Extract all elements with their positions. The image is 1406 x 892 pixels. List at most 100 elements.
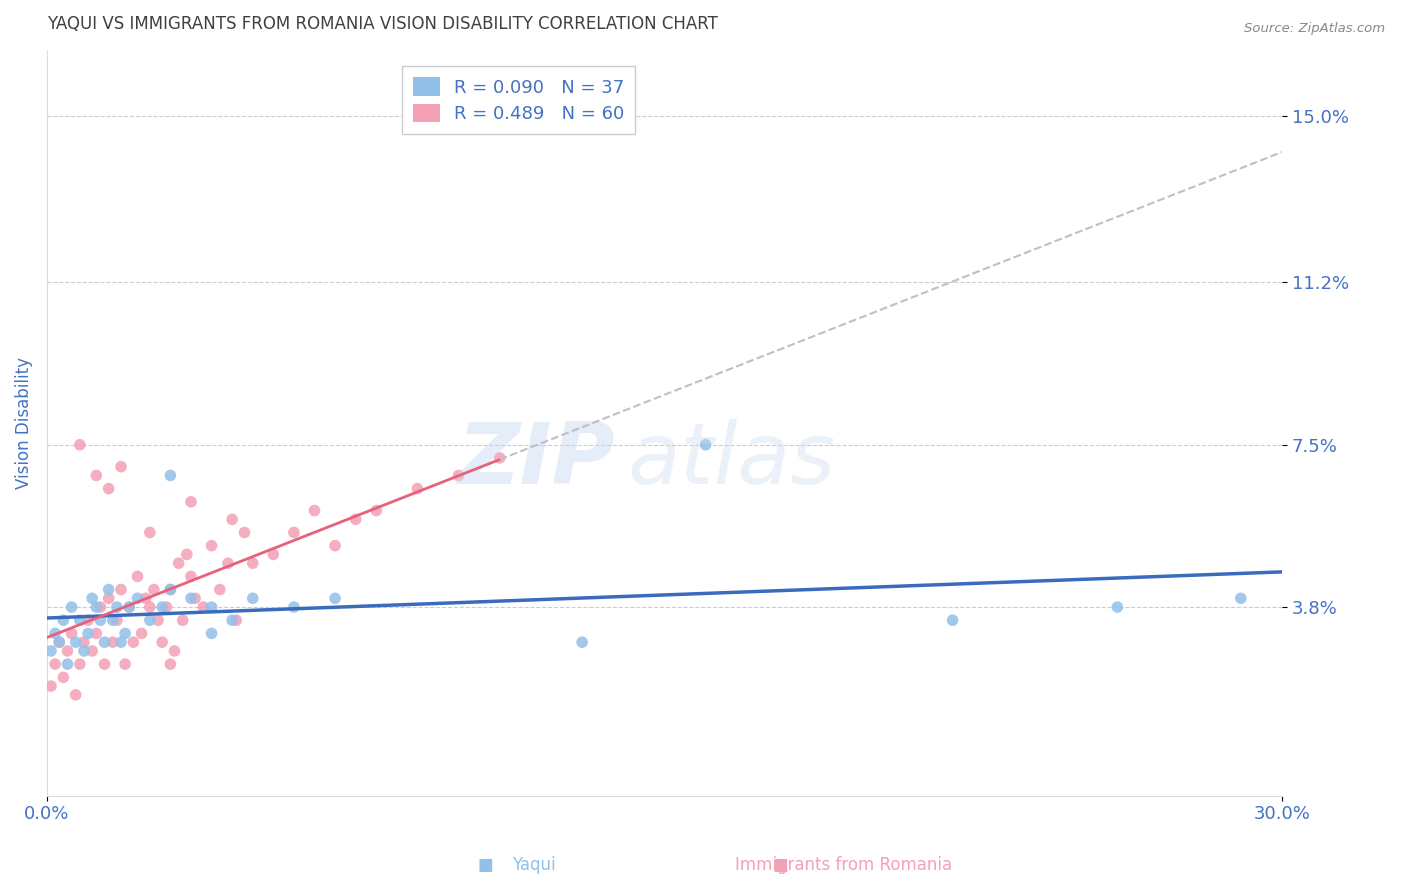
- Point: [942, 613, 965, 627]
- Point: [180, 495, 202, 509]
- Point: [110, 459, 132, 474]
- Text: Immigrants from Romania: Immigrants from Romania: [735, 856, 952, 874]
- Point: [60, 600, 83, 615]
- Text: Yaqui: Yaqui: [512, 856, 557, 874]
- Point: [447, 468, 470, 483]
- Point: [48, 635, 70, 649]
- Point: [150, 600, 173, 615]
- Point: [1107, 600, 1129, 615]
- Point: [56, 657, 79, 672]
- Point: [1230, 591, 1253, 606]
- Point: [52, 613, 75, 627]
- Point: [69, 613, 91, 627]
- Legend: R = 0.090   N = 37, R = 0.489   N = 60: R = 0.090 N = 37, R = 0.489 N = 60: [402, 66, 636, 134]
- Text: ZIP: ZIP: [457, 418, 614, 501]
- Point: [167, 556, 190, 570]
- Point: [304, 503, 326, 517]
- Point: [695, 438, 717, 452]
- Point: [146, 613, 169, 627]
- Point: [65, 688, 87, 702]
- Point: [283, 525, 305, 540]
- Point: [139, 613, 162, 627]
- Point: [122, 635, 145, 649]
- Point: [217, 556, 239, 570]
- Point: [150, 635, 173, 649]
- Point: [176, 548, 198, 562]
- Text: atlas: atlas: [627, 418, 835, 501]
- Point: [69, 438, 91, 452]
- Point: [159, 657, 181, 672]
- Point: [180, 569, 202, 583]
- Point: [44, 657, 66, 672]
- Point: [163, 644, 186, 658]
- Point: [344, 512, 367, 526]
- Point: [97, 591, 120, 606]
- Point: [101, 613, 124, 627]
- Point: [571, 635, 593, 649]
- Point: [180, 591, 202, 606]
- Point: [73, 635, 96, 649]
- Point: [488, 450, 510, 465]
- Point: [48, 635, 70, 649]
- Point: [135, 591, 157, 606]
- Point: [77, 613, 100, 627]
- Point: [84, 626, 107, 640]
- Point: [131, 626, 153, 640]
- Point: [82, 644, 104, 658]
- Point: [184, 591, 207, 606]
- Point: [97, 482, 120, 496]
- Text: ■: ■: [477, 856, 494, 874]
- Point: [73, 644, 96, 658]
- Point: [366, 503, 388, 517]
- Y-axis label: Vision Disability: Vision Disability: [15, 357, 32, 489]
- Point: [406, 482, 429, 496]
- Text: Source: ZipAtlas.com: Source: ZipAtlas.com: [1244, 22, 1385, 36]
- Point: [323, 539, 346, 553]
- Point: [118, 600, 141, 615]
- Point: [233, 525, 256, 540]
- Point: [65, 635, 87, 649]
- Point: [82, 591, 104, 606]
- Point: [101, 635, 124, 649]
- Point: [69, 657, 91, 672]
- Text: ■: ■: [772, 856, 789, 874]
- Point: [39, 644, 62, 658]
- Point: [172, 613, 194, 627]
- Point: [159, 582, 181, 597]
- Point: [97, 582, 120, 597]
- Point: [323, 591, 346, 606]
- Point: [155, 600, 177, 615]
- Point: [225, 613, 247, 627]
- Point: [139, 525, 162, 540]
- Point: [200, 626, 222, 640]
- Point: [110, 635, 132, 649]
- Point: [159, 468, 181, 483]
- Point: [139, 600, 162, 615]
- Point: [44, 626, 66, 640]
- Point: [89, 600, 111, 615]
- Point: [118, 600, 141, 615]
- Point: [242, 556, 264, 570]
- Point: [105, 613, 128, 627]
- Point: [93, 635, 115, 649]
- Point: [89, 613, 111, 627]
- Point: [114, 657, 136, 672]
- Point: [60, 626, 83, 640]
- Point: [159, 582, 181, 597]
- Point: [84, 600, 107, 615]
- Point: [52, 670, 75, 684]
- Text: YAQUI VS IMMIGRANTS FROM ROMANIA VISION DISABILITY CORRELATION CHART: YAQUI VS IMMIGRANTS FROM ROMANIA VISION …: [46, 15, 718, 33]
- Point: [283, 600, 305, 615]
- Point: [93, 657, 115, 672]
- Point: [221, 512, 243, 526]
- Point: [77, 626, 100, 640]
- Point: [142, 582, 165, 597]
- Point: [105, 600, 128, 615]
- Point: [242, 591, 264, 606]
- Point: [200, 539, 222, 553]
- Point: [114, 626, 136, 640]
- Point: [262, 548, 284, 562]
- Point: [193, 600, 215, 615]
- Point: [56, 644, 79, 658]
- Point: [39, 679, 62, 693]
